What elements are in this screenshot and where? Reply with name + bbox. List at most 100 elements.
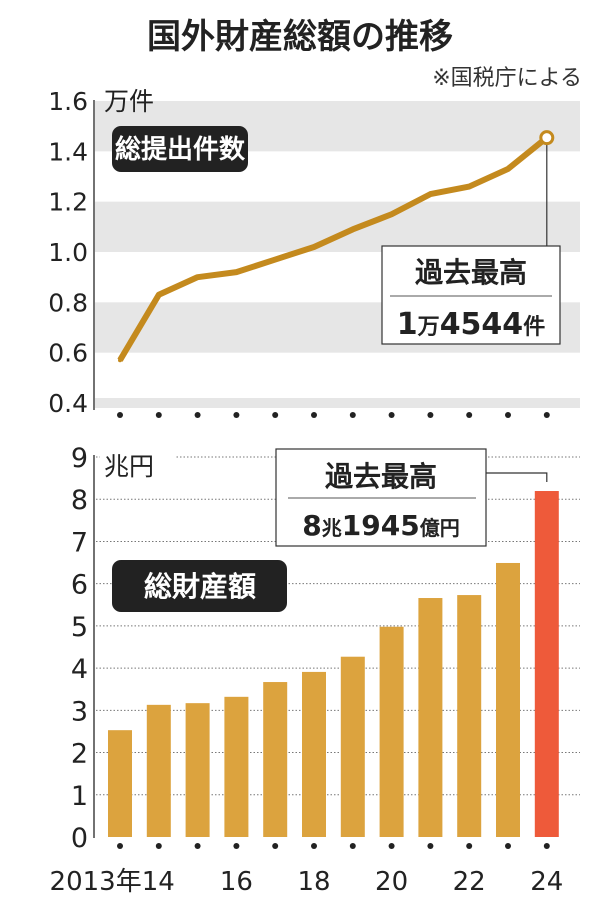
annotation-value-part: 件: [523, 315, 545, 340]
data-point: [195, 275, 200, 280]
data-point: [312, 244, 316, 249]
y-tick-label: 1.0: [48, 238, 88, 267]
y-tick-label: 0.4: [48, 389, 88, 418]
bar: [224, 696, 249, 837]
annotation-title: 過去最高: [415, 256, 527, 289]
y-tick-label: 7: [71, 527, 88, 558]
x-tick-dot: [427, 843, 434, 849]
x-tick-dot: [505, 412, 511, 418]
data-point: [273, 257, 278, 262]
bar: [146, 704, 171, 837]
x-tick-dot: [155, 843, 162, 849]
x-tick-dot: [117, 843, 123, 849]
y-tick-label: 8: [71, 485, 88, 516]
bar: [185, 703, 210, 837]
series-label: 総提出件数: [115, 134, 246, 165]
data-point: [234, 270, 239, 275]
x-tick-dot: [466, 843, 473, 849]
annotation-value-part: 8: [302, 509, 321, 542]
series-line: [117, 135, 549, 362]
grid-band: [95, 201, 580, 252]
x-tick-dot: [349, 843, 356, 849]
x-tick-dot: [388, 412, 395, 418]
source-note: ※国税庁による: [432, 66, 582, 91]
x-tick-dot: [505, 843, 511, 849]
series-label-box: [112, 560, 287, 612]
x-tick-label: 18: [297, 867, 330, 897]
bar: [340, 656, 365, 837]
x-tick-dot: [349, 412, 356, 418]
x-tick-dot: [194, 843, 201, 849]
annotation-value-part: 万: [417, 315, 440, 340]
series-label: 総財産額: [144, 570, 256, 603]
unit-bg: [100, 450, 175, 480]
x-tick-dot: [194, 412, 201, 418]
x-tick-dot: [388, 843, 395, 849]
annotation-value-part: 1: [397, 307, 418, 342]
bar: [302, 671, 326, 837]
bar: [457, 595, 482, 837]
bar: [108, 730, 132, 837]
y-tick-label: 5: [71, 612, 88, 643]
annotation-title: 過去最高: [325, 460, 437, 493]
series-label-box: [112, 126, 248, 172]
x-tick-dot: [233, 843, 240, 849]
bar: [534, 491, 559, 837]
bar: [379, 626, 404, 837]
x-tick-dot: [117, 412, 123, 418]
annotation-value-part: 億円: [420, 516, 460, 540]
x-tick-dot: [466, 412, 473, 418]
bar: [263, 682, 288, 837]
x-tick-dot: [311, 412, 317, 418]
y-tick-label: 2: [71, 739, 88, 770]
annotation-value-part: 兆: [322, 516, 342, 540]
x-tick-label: 24: [530, 867, 563, 897]
data-point: [118, 358, 122, 363]
y-tick-label: 6: [71, 570, 88, 601]
y-tick-label: 0: [71, 823, 88, 854]
y-tick-label: 1.6: [48, 87, 88, 116]
y-unit-label: 兆円: [104, 452, 154, 481]
x-tick-label: 2013年14: [50, 867, 175, 897]
y-tick-label: 0.6: [48, 339, 88, 368]
bar: [418, 598, 443, 837]
y-tick-label: 1.4: [48, 137, 88, 166]
y-tick-label: 3: [71, 696, 88, 727]
y-tick-label: 9: [71, 443, 88, 474]
x-tick-dot: [543, 843, 550, 849]
x-tick-label: 16: [220, 867, 253, 897]
y-tick-label: 1.2: [48, 188, 88, 217]
data-point: [389, 212, 394, 217]
data-point: [506, 166, 510, 171]
annotation-value-part: 1945: [342, 509, 420, 542]
chart-title: 国外財産総額の推移: [147, 17, 453, 57]
x-tick-dot: [233, 412, 240, 418]
data-point: [156, 292, 161, 297]
annotation-value-part: 4544: [440, 307, 524, 342]
x-tick-dot: [272, 843, 279, 849]
y-unit-label: 万件: [104, 87, 154, 116]
data-point: [350, 227, 355, 232]
x-tick-dot: [427, 412, 434, 418]
data-point: [428, 192, 433, 197]
x-tick-label: 22: [453, 867, 486, 897]
annotation-leader: [486, 472, 548, 482]
annotation-box: [381, 245, 561, 345]
y-tick-label: 1: [71, 781, 88, 812]
bar: [496, 562, 520, 837]
x-tick-dot: [155, 412, 162, 418]
data-point: [467, 184, 472, 189]
x-tick-label: 20: [375, 867, 408, 897]
y-tick-label: 0.8: [48, 288, 88, 317]
y-tick-label: 4: [71, 654, 88, 685]
peak-marker: [539, 130, 555, 146]
annotation-value: 1万4544件: [397, 307, 545, 342]
x-tick-dot: [272, 412, 279, 418]
x-tick-dot: [311, 843, 317, 849]
grid-band: [95, 398, 580, 408]
x-tick-dot: [543, 412, 550, 418]
